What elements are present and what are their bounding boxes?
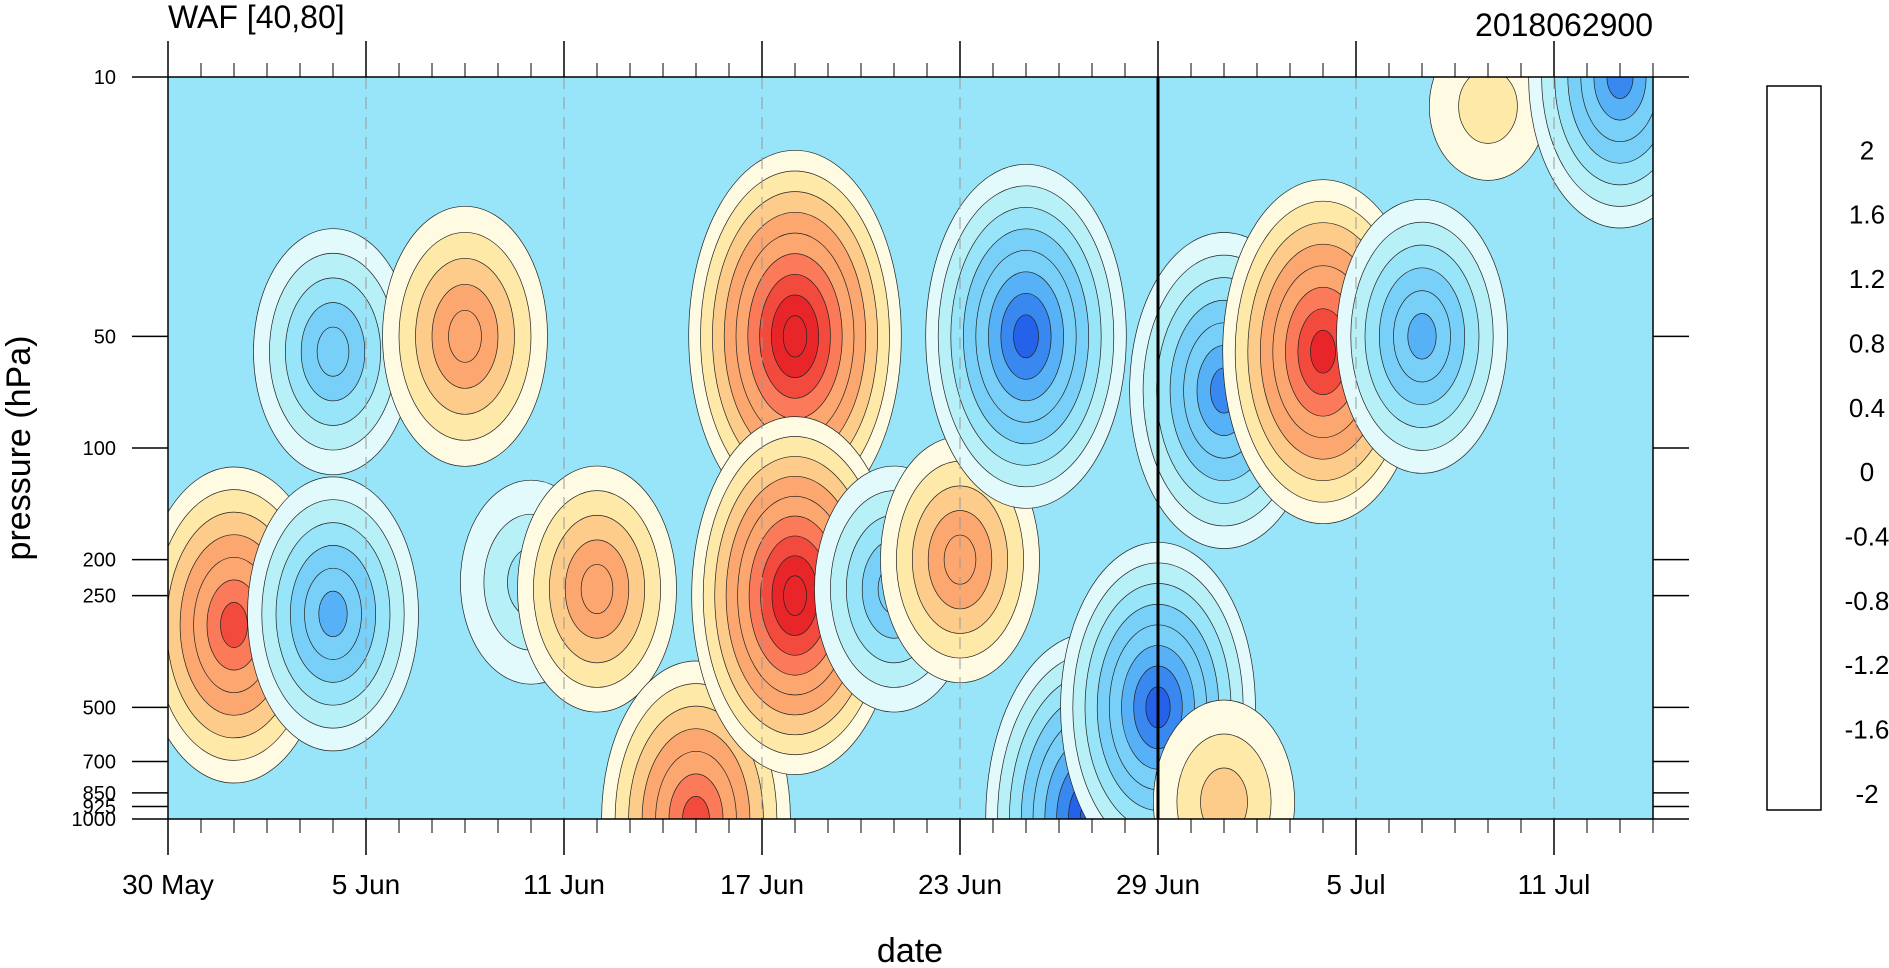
- contour-level: [783, 575, 807, 616]
- y-tick-label: 925: [83, 796, 116, 818]
- contour-feature-5: [517, 465, 677, 713]
- colorbar-label: 0.4: [1849, 393, 1885, 423]
- y-tick-label: 200: [83, 550, 116, 572]
- y-tick-label: 50: [94, 326, 116, 348]
- contour-feature-11: [925, 163, 1127, 509]
- y-tick-label: 1000: [72, 809, 117, 831]
- contour-level: [316, 326, 350, 377]
- colorbar-label: -0.4: [1845, 522, 1889, 552]
- x-tick-label: 23 Jun: [918, 869, 1002, 900]
- contour-feature-1: [247, 476, 419, 752]
- x-tick-label: 5 Jul: [1326, 869, 1385, 900]
- contour-feature-17: [1336, 198, 1508, 474]
- contour-level: [220, 602, 248, 648]
- y-tick-label: 250: [83, 586, 116, 608]
- contour-level: [448, 309, 482, 363]
- chart-right-title: 2018062900: [1475, 7, 1653, 43]
- colorbar-label: -1.2: [1845, 650, 1889, 680]
- y-axis-title: pressure (hPa): [0, 336, 38, 561]
- x-tick-label: 29 Jun: [1116, 869, 1200, 900]
- contour-feature-3: [382, 205, 548, 467]
- contour-level: [1458, 77, 1518, 144]
- colorbar-label: 1.2: [1849, 264, 1885, 294]
- x-axis: 30 May 5 Jun 11 Jun 17 Jun 23 Jun 29 Jun 5 Jul…: [122, 41, 1654, 900]
- contour-level: [318, 590, 348, 638]
- x-tick-label: 30 May: [122, 869, 214, 900]
- colorbar-label: -1.6: [1845, 715, 1889, 745]
- x-tick-label: 17 Jun: [720, 869, 804, 900]
- contour-level: [1200, 767, 1248, 819]
- colorbar-label: 0.8: [1849, 328, 1885, 358]
- colorbar-label: -2: [1855, 779, 1878, 809]
- contour-feature-15: [1153, 699, 1295, 819]
- y-tick-label: 700: [83, 752, 116, 774]
- contour-level: [1407, 313, 1437, 360]
- colorbar: 2 1.6 1.2 0.8 0.4 0 -0.4 -0.8 -1.2 -1.6 -2: [1766, 85, 1889, 811]
- contour-level: [1013, 314, 1039, 359]
- y-tick-label: 10: [94, 67, 116, 89]
- colorbar-label: 2: [1860, 135, 1874, 165]
- colorbar-frame: [1766, 85, 1822, 811]
- x-tick-label: 11 Jun: [523, 869, 605, 900]
- colorbar-label: 1.6: [1849, 200, 1885, 230]
- contour-feature-7: [688, 149, 902, 523]
- chart-title: WAF [40,80]: [168, 0, 345, 35]
- colorbar-label: 0: [1860, 457, 1874, 487]
- y-tick-label: 500: [83, 697, 116, 719]
- x-axis-title: date: [877, 932, 943, 968]
- contour-feature-18: [1428, 77, 1548, 181]
- contour-feature-2: [253, 228, 413, 476]
- contour-feature-19: [1528, 77, 1653, 229]
- y-tick-label: 850: [83, 783, 116, 805]
- contour-level: [1310, 329, 1336, 374]
- y-tick-label: 100: [83, 438, 116, 460]
- x-tick-label: 11 Jul: [1518, 869, 1591, 900]
- contour-level: [580, 564, 614, 615]
- colorbar-label: -0.8: [1845, 586, 1889, 616]
- contour-level: [682, 796, 710, 819]
- contour-level: [782, 315, 808, 358]
- x-tick-label: 5 Jun: [332, 869, 401, 900]
